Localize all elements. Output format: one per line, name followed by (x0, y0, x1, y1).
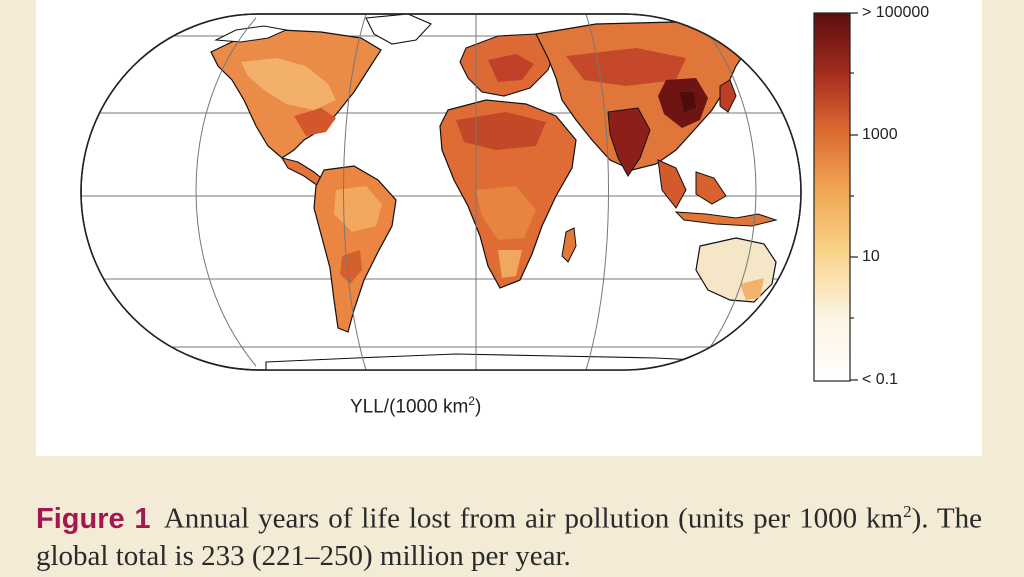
figure-caption: Figure 1 Annual years of life lost from … (36, 493, 982, 575)
madagascar (561, 227, 577, 263)
unit-label-sup: 2 (468, 394, 475, 408)
figure-panel: > 100000 1000 10 < 0.1 YLL/(1000 km2) (36, 0, 982, 456)
caption-text-part1: Annual years of life lost from air pollu… (163, 502, 904, 535)
greenland (365, 14, 432, 45)
graticule-meridians (195, 14, 757, 370)
india-hotspot (607, 107, 651, 177)
caption-label: Figure 1 (36, 502, 151, 535)
legend-tick-label: > 100000 (862, 4, 930, 21)
antarctica (265, 353, 737, 370)
legend-colorbar (813, 12, 851, 382)
legend-ticks (850, 12, 858, 381)
map-unit-label: YLL/(1000 km2) (350, 394, 481, 418)
legend-tick-label: 10 (862, 248, 880, 265)
world-map (80, 12, 858, 382)
unit-label-suffix: ) (474, 396, 482, 418)
legend-tick-label: 1000 (862, 126, 898, 143)
japan (719, 79, 737, 113)
caption-text-sup: 2 (903, 502, 912, 521)
legend-tick-label: < 0.1 (862, 371, 899, 388)
unit-label-prefix: YLL/(1000 km (350, 396, 469, 418)
caption-text-part2: ). The global total is 233 (221–250) mil… (36, 502, 982, 572)
